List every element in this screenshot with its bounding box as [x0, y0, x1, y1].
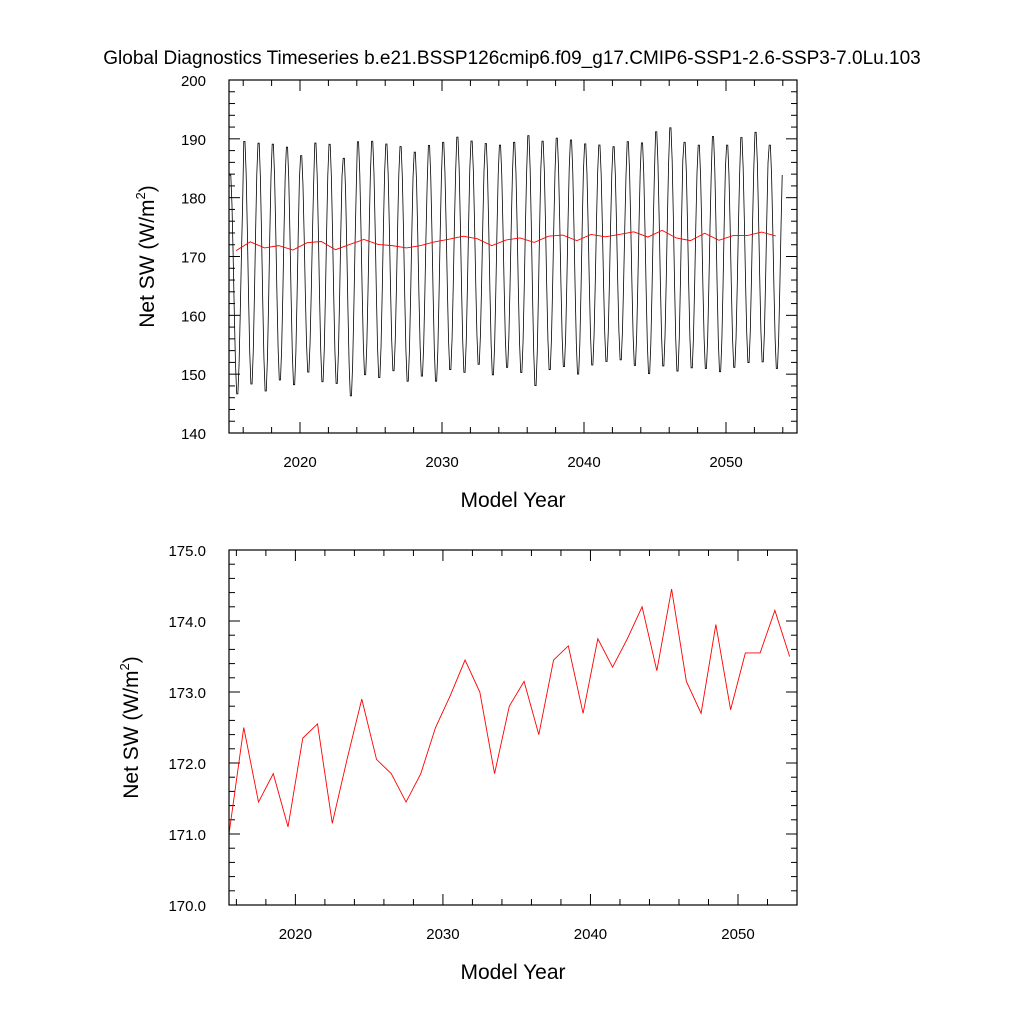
y-tick-label: 173.0	[168, 685, 206, 702]
figure-title: Global Diagnostics Timeseries b.e21.BSSP…	[103, 48, 920, 69]
top-tick-labels: 2020 2030 2040 2050 140 150 160 170 180 190 200	[181, 73, 743, 471]
y-tick-label: 150	[181, 367, 206, 384]
y-tick-label: 170.0	[168, 898, 206, 915]
top-plot-frame	[228, 79, 798, 434]
y-tick-label: 180	[181, 191, 206, 208]
x-tick-label: 2050	[721, 926, 754, 943]
bottom-panel: 2020 2030 2040 2050 170.0 171.0 172.0 173.0 174.…	[117, 543, 798, 984]
bottom-y-axis-title: Net SW (W/m2)	[117, 656, 143, 799]
x-tick-label: 2030	[425, 454, 458, 471]
y-tick-label: 140	[181, 426, 206, 443]
annual-mean-series-line	[235, 229, 776, 252]
x-tick-label: 2020	[279, 926, 312, 943]
x-tick-label: 2020	[283, 454, 316, 471]
x-tick-label: 2040	[574, 926, 607, 943]
top-y-axis-title: Net SW (W/m2)	[133, 185, 159, 328]
x-tick-label: 2050	[709, 454, 742, 471]
top-series	[229, 127, 783, 397]
y-tick-label: 171.0	[168, 827, 206, 844]
y-tick-label: 200	[181, 73, 206, 90]
x-tick-label: 2030	[426, 926, 459, 943]
top-x-axis-title: Model Year	[460, 489, 565, 512]
monthly-series-line	[229, 127, 783, 397]
bottom-x-axis-title: Model Year	[460, 961, 565, 984]
bottom-plot-frame	[228, 549, 798, 906]
top-ticks	[229, 79, 797, 434]
annual-mean-series-line	[228, 588, 791, 835]
y-tick-label: 190	[181, 132, 206, 149]
y-tick-label: 160	[181, 308, 206, 325]
top-panel: 2020 2030 2040 2050 140 150 160 170 180 190 200 Mo…	[133, 73, 798, 512]
y-tick-label: 172.0	[168, 756, 206, 773]
bottom-tick-labels: 2020 2030 2040 2050 170.0 171.0 172.0 173.0 174.…	[168, 543, 754, 943]
y-tick-label: 174.0	[168, 614, 206, 631]
y-tick-label: 170	[181, 250, 206, 267]
bottom-series	[228, 588, 791, 835]
x-tick-label: 2040	[567, 454, 600, 471]
y-tick-label: 175.0	[168, 543, 206, 560]
